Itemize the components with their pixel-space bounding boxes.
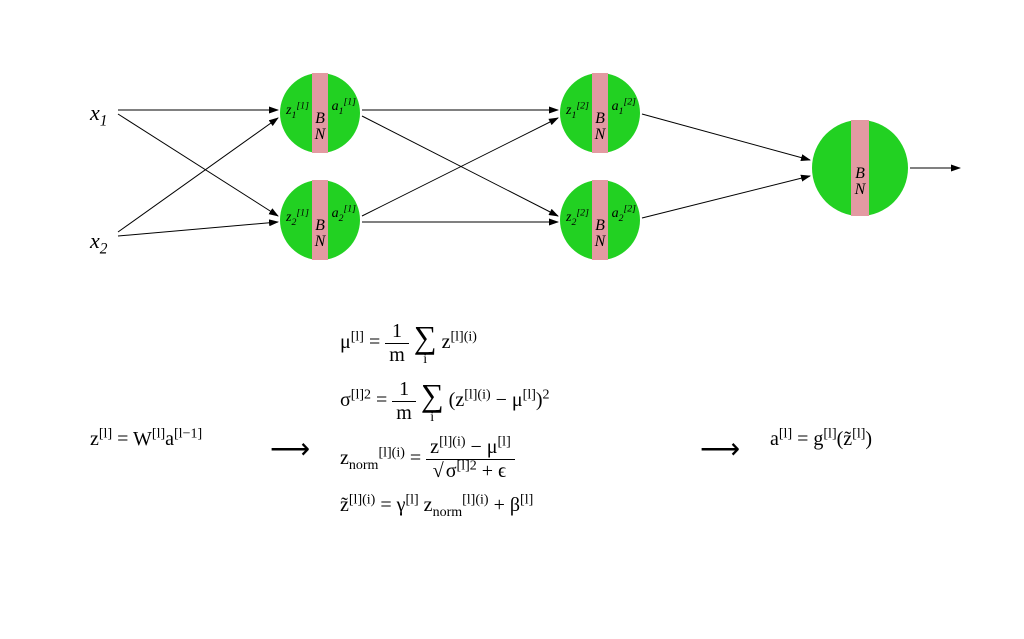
neuron-node: B N z1[2] a1[2] [560, 73, 640, 153]
edges-svg [0, 0, 1024, 639]
a-label: a1[1] [332, 99, 356, 115]
bn-label: B N [855, 166, 866, 198]
bn-label: B N [595, 218, 606, 250]
bn-label: B N [595, 111, 606, 143]
a-label: a1[2] [612, 99, 636, 115]
edge [118, 118, 278, 232]
z-label: z1[1] [286, 103, 309, 119]
edge [642, 114, 810, 160]
z-label: z1[2] [566, 103, 589, 119]
equation-batchnorm-line: μ[l] = 1m ∑i z[l](i) [340, 320, 477, 367]
edge [362, 116, 558, 216]
input-label: x2 [90, 228, 107, 254]
neuron-node: B N z1[1] a1[1] [280, 73, 360, 153]
bn-label: B N [315, 218, 326, 250]
flow-arrow: ⟶ [700, 432, 740, 466]
a-label: a2[1] [332, 206, 356, 222]
neuron-node: B N z2[1] a2[1] [280, 180, 360, 260]
equation-activation: a[l] = g[l](z̃[l]) [770, 428, 872, 451]
equation-preactivation: z[l] = W[l]a[l−1] [90, 428, 202, 451]
equation-batchnorm-line: znorm[l](i) = z[l](i) − μ[l]√σ[l]2 + ϵ [340, 436, 515, 483]
z-label: z2[2] [566, 210, 589, 226]
diagram-canvas: { "canvas": { "width": 1024, "height": 6… [0, 0, 1024, 639]
neuron-node: B N [812, 120, 908, 216]
edge [642, 176, 810, 218]
neuron-node: B N z2[2] a2[2] [560, 180, 640, 260]
equation-batchnorm-line: z̃[l](i) = γ[l] znorm[l](i) + β[l] [340, 494, 533, 517]
equation-batchnorm-line: σ[l]2 = 1m ∑i (z[l](i) − μ[l])2 [340, 378, 550, 425]
input-label: x1 [90, 100, 107, 126]
edge [362, 118, 558, 216]
a-label: a2[2] [612, 206, 636, 222]
edge [118, 222, 278, 236]
edge [118, 114, 278, 216]
bn-label: B N [315, 111, 326, 143]
z-label: z2[1] [286, 210, 309, 226]
flow-arrow: ⟶ [270, 432, 310, 466]
